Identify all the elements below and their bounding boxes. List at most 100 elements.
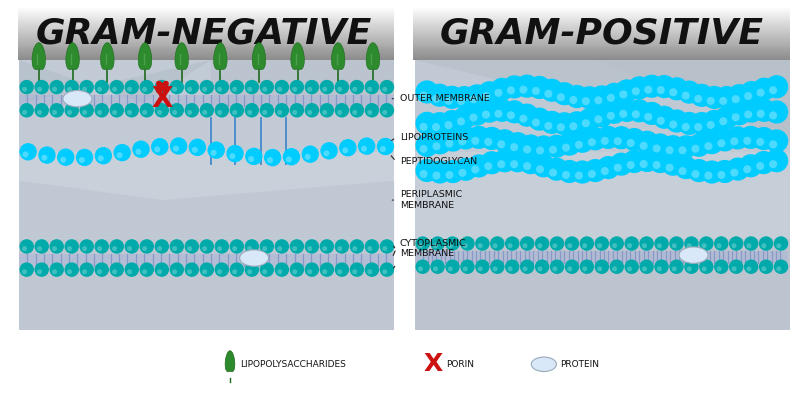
Circle shape <box>571 130 594 153</box>
Circle shape <box>380 80 394 94</box>
Circle shape <box>682 123 690 131</box>
Circle shape <box>588 138 596 146</box>
Circle shape <box>757 89 765 97</box>
Circle shape <box>690 112 714 135</box>
Circle shape <box>625 236 639 251</box>
Circle shape <box>497 140 506 148</box>
Circle shape <box>65 103 79 117</box>
Ellipse shape <box>679 247 708 263</box>
Circle shape <box>562 171 570 179</box>
Circle shape <box>520 236 534 251</box>
Circle shape <box>352 269 358 274</box>
Circle shape <box>578 86 601 109</box>
Circle shape <box>717 243 722 248</box>
Circle shape <box>454 158 478 181</box>
Circle shape <box>462 266 468 271</box>
Circle shape <box>262 110 267 115</box>
Circle shape <box>610 260 624 274</box>
Circle shape <box>718 171 726 179</box>
Circle shape <box>322 110 327 115</box>
Bar <box>18 11 394 12</box>
Polygon shape <box>415 239 790 330</box>
Circle shape <box>37 246 42 251</box>
Circle shape <box>756 162 764 170</box>
Circle shape <box>454 126 478 149</box>
Circle shape <box>717 266 722 271</box>
Circle shape <box>662 153 685 176</box>
Circle shape <box>292 246 298 251</box>
Circle shape <box>112 87 117 92</box>
Circle shape <box>292 110 298 115</box>
Circle shape <box>230 103 244 117</box>
Circle shape <box>415 260 430 274</box>
Circle shape <box>644 113 652 121</box>
Circle shape <box>262 269 267 274</box>
Circle shape <box>50 103 64 117</box>
Circle shape <box>367 87 372 92</box>
Circle shape <box>19 262 34 277</box>
Circle shape <box>230 80 244 94</box>
Circle shape <box>640 75 663 98</box>
Circle shape <box>307 110 312 115</box>
Circle shape <box>540 79 563 102</box>
Bar <box>415 251 788 263</box>
Circle shape <box>730 137 738 145</box>
Circle shape <box>245 262 259 277</box>
Circle shape <box>170 80 184 94</box>
Circle shape <box>632 87 640 96</box>
Polygon shape <box>175 43 189 70</box>
Circle shape <box>602 101 626 124</box>
Circle shape <box>142 87 147 92</box>
Circle shape <box>226 145 244 162</box>
Circle shape <box>588 170 596 178</box>
Bar <box>414 43 790 44</box>
Circle shape <box>597 266 602 271</box>
Circle shape <box>365 262 379 277</box>
Circle shape <box>640 160 648 168</box>
Circle shape <box>612 243 617 248</box>
Circle shape <box>290 239 304 254</box>
Circle shape <box>557 93 565 101</box>
Circle shape <box>79 262 94 277</box>
Circle shape <box>507 243 513 248</box>
Circle shape <box>657 266 662 271</box>
Circle shape <box>615 79 638 102</box>
Circle shape <box>110 239 124 254</box>
Bar <box>414 55 790 56</box>
Circle shape <box>494 110 502 118</box>
Circle shape <box>262 87 267 92</box>
Bar <box>414 27 790 28</box>
Circle shape <box>172 269 177 274</box>
Circle shape <box>666 164 674 172</box>
Bar <box>414 49 790 50</box>
Bar <box>18 55 394 56</box>
Circle shape <box>497 160 506 168</box>
Circle shape <box>448 243 453 248</box>
Circle shape <box>590 104 614 128</box>
Circle shape <box>262 246 267 251</box>
Circle shape <box>185 103 199 117</box>
Circle shape <box>704 142 713 150</box>
Circle shape <box>358 137 375 155</box>
Circle shape <box>142 110 147 115</box>
Bar <box>18 15 394 16</box>
Bar <box>414 26 790 27</box>
Circle shape <box>377 138 394 155</box>
Circle shape <box>274 103 289 117</box>
Circle shape <box>307 269 312 274</box>
Circle shape <box>674 156 698 179</box>
Circle shape <box>199 103 214 117</box>
Circle shape <box>170 239 184 254</box>
Circle shape <box>729 236 743 251</box>
Circle shape <box>187 110 192 115</box>
Bar <box>18 33 394 34</box>
Circle shape <box>305 262 319 277</box>
Circle shape <box>558 160 581 183</box>
Circle shape <box>380 262 394 277</box>
Bar <box>18 51 394 52</box>
Circle shape <box>334 103 349 117</box>
Circle shape <box>649 133 672 157</box>
Circle shape <box>214 103 229 117</box>
Circle shape <box>82 110 87 115</box>
Circle shape <box>484 138 492 146</box>
